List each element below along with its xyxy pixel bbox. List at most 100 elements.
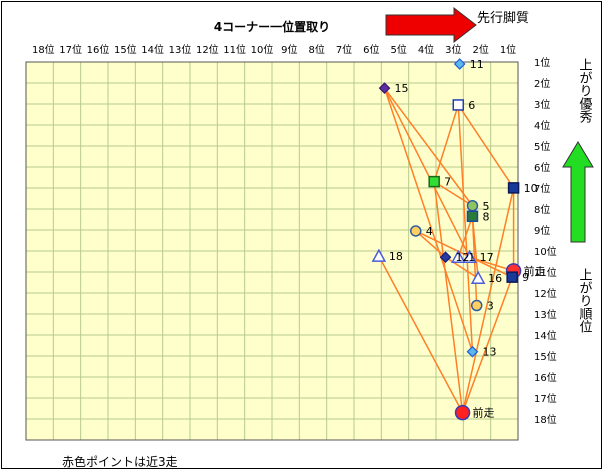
point-label: 前走 bbox=[473, 406, 495, 420]
connection-line bbox=[433, 180, 473, 207]
x-tick-label: 12位 bbox=[196, 43, 219, 56]
connection-line bbox=[415, 230, 447, 258]
arrow-right-icon bbox=[385, 6, 477, 44]
y-tick-label: 11位 bbox=[534, 266, 557, 279]
connection-line bbox=[457, 216, 474, 258]
x-tick-label: 1位 bbox=[500, 43, 516, 56]
connection-line bbox=[445, 256, 479, 279]
connection-line bbox=[378, 255, 464, 413]
y-tick-label: 17位 bbox=[534, 392, 557, 405]
x-tick-label: 10位 bbox=[251, 43, 274, 56]
footnote: 赤色ポイントは近3走 bbox=[62, 455, 178, 468]
y-tick-labels: 1位 2位 3位 4位 5位 6位 7位 8位 9位 10位 11位 12位 13位 14位 15位 16位 1… bbox=[534, 56, 557, 426]
arrow-up-icon bbox=[562, 141, 594, 243]
point-marker-diamond bbox=[466, 345, 479, 358]
x-tick-label: 2位 bbox=[472, 43, 488, 56]
point-marker-triangle bbox=[451, 249, 466, 263]
y-tick-label: 2位 bbox=[534, 77, 550, 90]
x-tick-label: 11位 bbox=[223, 43, 246, 56]
data-points bbox=[371, 58, 522, 421]
x-tick-label: 7位 bbox=[336, 43, 352, 56]
connection-line bbox=[415, 230, 513, 278]
point-marker-triangle bbox=[470, 270, 486, 284]
point-label: 16 bbox=[488, 272, 502, 285]
point-marker-square bbox=[428, 175, 440, 188]
point-label: 11 bbox=[470, 58, 484, 71]
connection-line bbox=[383, 87, 474, 207]
y-tick-label: 8位 bbox=[534, 203, 550, 216]
x-tick-label: 16位 bbox=[87, 43, 110, 56]
x-tick-label: 9位 bbox=[281, 43, 297, 56]
grid bbox=[26, 62, 518, 440]
point-label: 12 bbox=[456, 251, 470, 264]
connection-line bbox=[433, 104, 460, 182]
point-label: 7 bbox=[444, 176, 451, 189]
x-tick-label: 18位 bbox=[32, 43, 55, 56]
y-tick-label: 13位 bbox=[534, 308, 557, 321]
point-marker-square bbox=[506, 271, 518, 283]
x-tick-label: 13位 bbox=[169, 43, 192, 56]
arrow-up-label: 上がり優秀 bbox=[577, 58, 593, 124]
arrow-right-label: 先行脚質 bbox=[477, 10, 529, 26]
x-tick-labels: 18位 17位 16位 15位 14位 13位 12位 11位 10位 9位 8位 7位 6位 5位 4位 3… bbox=[32, 43, 516, 56]
y-tick-label: 1位 bbox=[534, 56, 550, 69]
y-tick-label: 18位 bbox=[534, 413, 557, 426]
plot-border bbox=[25, 61, 519, 441]
x-tick-label: 14位 bbox=[141, 43, 164, 56]
point-label: 3 bbox=[487, 300, 494, 313]
x-tick-label: 17位 bbox=[59, 43, 82, 56]
x-tick-label: 4位 bbox=[418, 43, 434, 56]
point-marker-circle bbox=[466, 200, 479, 212]
point-marker-diamond bbox=[378, 82, 391, 94]
point-label: 15 bbox=[395, 82, 409, 95]
y-tick-label: 9位 bbox=[534, 224, 550, 237]
point-marker-circle bbox=[470, 299, 483, 312]
y-tick-label: 15位 bbox=[534, 350, 557, 363]
point-marker-square bbox=[507, 182, 520, 194]
y-tick-label: 7位 bbox=[534, 182, 550, 195]
point-marker-triangle bbox=[371, 248, 387, 262]
y-tick-label: 4位 bbox=[534, 119, 550, 132]
connection-line bbox=[461, 276, 513, 413]
connection-line bbox=[383, 87, 474, 352]
point-marker-diamond bbox=[439, 251, 452, 264]
y-tick-label: 6位 bbox=[534, 161, 550, 174]
connection-line bbox=[433, 181, 464, 413]
chart-title: 4コーナー一位置取り bbox=[214, 19, 330, 34]
point-marker-triangle bbox=[462, 249, 477, 263]
point-marker-circle bbox=[454, 404, 471, 421]
point-labels: 11 15 6 7 10 58 4 18 121 17 前走 16 9 3 13 前走 bbox=[389, 58, 546, 420]
point-label: 5 bbox=[482, 200, 489, 213]
point-label: 13 bbox=[482, 346, 496, 359]
connection-line bbox=[457, 104, 474, 352]
point-label: 18 bbox=[389, 250, 403, 263]
point-label: 10 bbox=[524, 182, 538, 195]
point-marker-diamond bbox=[453, 58, 466, 70]
point-label: 4 bbox=[426, 225, 433, 238]
x-tick-label: 6位 bbox=[363, 43, 379, 56]
point-label: 6 bbox=[468, 99, 475, 112]
y-side-label: 上がり順位 bbox=[577, 268, 593, 333]
x-tick-label: 3位 bbox=[445, 43, 461, 56]
x-tick-label: 15位 bbox=[114, 43, 137, 56]
point-label: 前走 bbox=[524, 264, 546, 278]
connection-line bbox=[383, 87, 471, 258]
y-tick-label: 10位 bbox=[534, 245, 557, 258]
point-label: 8 bbox=[482, 210, 489, 223]
y-tick-label: 12位 bbox=[534, 287, 557, 300]
point-label: 1 bbox=[468, 251, 475, 264]
point-marker-square bbox=[466, 210, 479, 222]
x-tick-label: 5位 bbox=[390, 43, 406, 56]
y-tick-label: 16位 bbox=[534, 371, 557, 384]
connection-line bbox=[461, 187, 515, 413]
connection-lines bbox=[378, 87, 515, 413]
point-label: 9 bbox=[522, 271, 529, 284]
y-tick-label: 14位 bbox=[534, 329, 557, 342]
point-label: 17 bbox=[480, 251, 494, 264]
point-marker-square bbox=[452, 99, 465, 111]
y-tick-label: 5位 bbox=[534, 140, 550, 153]
point-marker-circle bbox=[409, 225, 422, 237]
y-tick-label: 3位 bbox=[534, 98, 550, 111]
